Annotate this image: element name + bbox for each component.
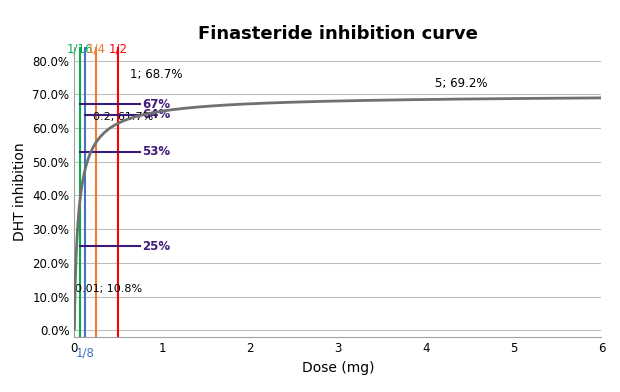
Text: 1/2: 1/2 bbox=[109, 42, 128, 56]
Text: 1/16: 1/16 bbox=[66, 42, 93, 56]
Text: 5; 69.2%: 5; 69.2% bbox=[435, 77, 487, 90]
Text: 53%: 53% bbox=[142, 145, 170, 158]
Text: 1/8: 1/8 bbox=[76, 347, 95, 359]
Text: 1/4: 1/4 bbox=[87, 42, 106, 56]
Title: Finasteride inhibition curve: Finasteride inhibition curve bbox=[198, 25, 478, 43]
X-axis label: Dose (mg): Dose (mg) bbox=[302, 361, 374, 374]
Text: 0.01; 10.8%: 0.01; 10.8% bbox=[75, 284, 143, 294]
Text: 1; 68.7%: 1; 68.7% bbox=[130, 68, 182, 81]
Text: 64%: 64% bbox=[142, 108, 171, 121]
Text: 67%: 67% bbox=[142, 98, 170, 111]
Y-axis label: DHT inhibition: DHT inhibition bbox=[13, 143, 27, 241]
Text: 0.2; 61.7%: 0.2; 61.7% bbox=[93, 112, 153, 122]
Text: 25%: 25% bbox=[142, 240, 170, 252]
